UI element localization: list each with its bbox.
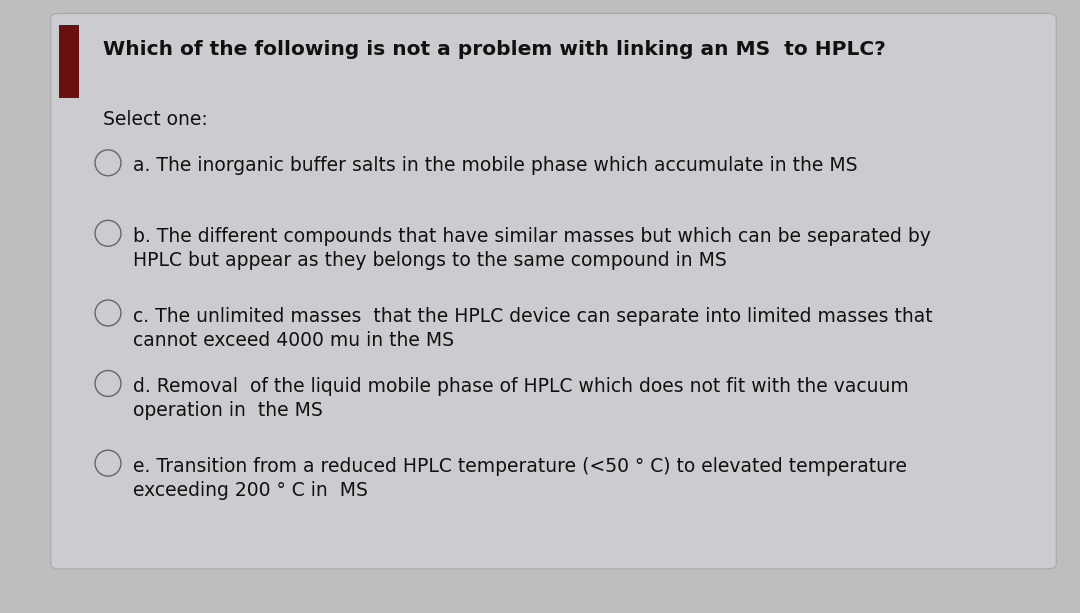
Text: Which of the following is not a problem with linking an MS  to HPLC?: Which of the following is not a problem … bbox=[103, 40, 886, 59]
Text: b. The different compounds that have similar masses but which can be separated b: b. The different compounds that have sim… bbox=[133, 227, 931, 270]
Text: Select one:: Select one: bbox=[103, 110, 207, 129]
Text: d. Removal  of the liquid mobile phase of HPLC which does not fit with the vacuu: d. Removal of the liquid mobile phase of… bbox=[133, 377, 908, 421]
Text: e. Transition from a reduced HPLC temperature (<50 ° C) to elevated temperature
: e. Transition from a reduced HPLC temper… bbox=[133, 457, 907, 500]
Text: a. The inorganic buffer salts in the mobile phase which accumulate in the MS: a. The inorganic buffer salts in the mob… bbox=[133, 156, 858, 175]
Bar bbox=[59, 25, 79, 98]
FancyBboxPatch shape bbox=[51, 13, 1056, 569]
Text: c. The unlimited masses  that the HPLC device can separate into limited masses t: c. The unlimited masses that the HPLC de… bbox=[133, 306, 932, 350]
